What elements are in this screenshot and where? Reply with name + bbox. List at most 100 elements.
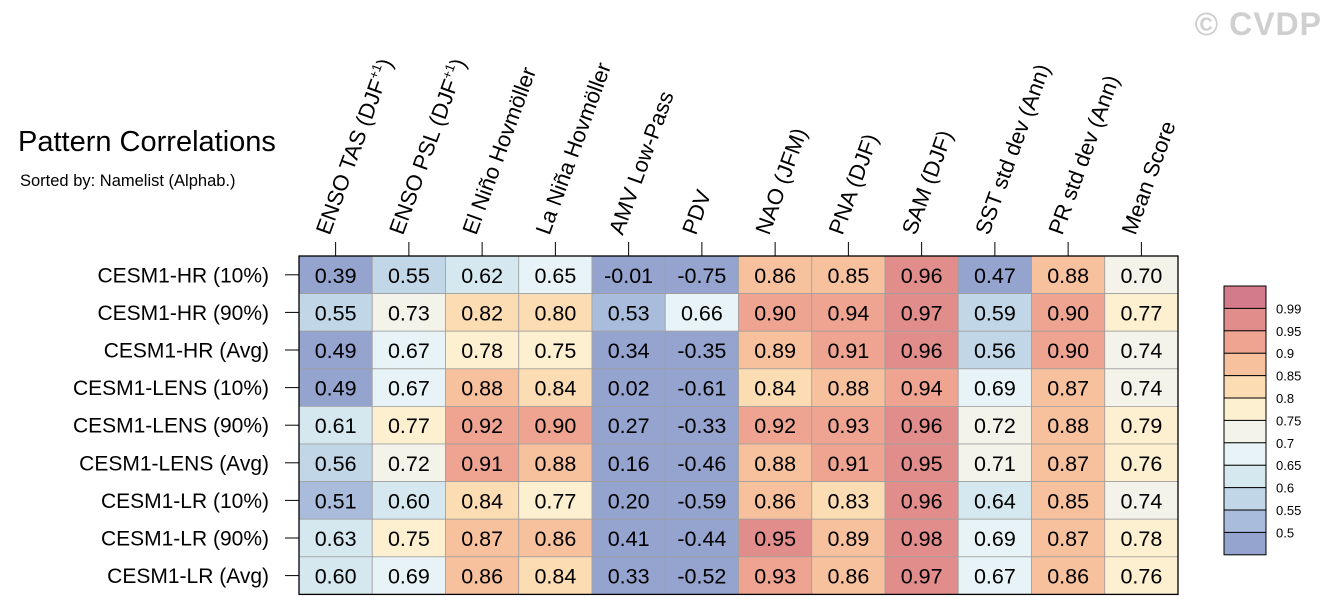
heatmap-cell xyxy=(1104,481,1179,520)
cell-value-label: 0.93 xyxy=(827,414,869,438)
colorbar-swatch xyxy=(1223,487,1267,511)
row-label: CESM1-HR (Avg) xyxy=(104,340,269,363)
cell-value-label: 0.75 xyxy=(388,527,430,551)
cell-value-label: 0.77 xyxy=(1120,301,1162,325)
colorbar-label: 0.9 xyxy=(1276,346,1294,361)
colorbar-label: 0.65 xyxy=(1276,458,1301,473)
heatmap-cell xyxy=(811,556,886,595)
cell-value-label: 0.86 xyxy=(754,489,796,513)
colorbar-label: 0.7 xyxy=(1276,436,1294,451)
cell-value-label: 0.89 xyxy=(827,527,869,551)
cell-value-label: 0.91 xyxy=(827,339,869,363)
colorbar-label: 0.55 xyxy=(1276,503,1301,518)
cell-value-label: 0.86 xyxy=(534,527,576,551)
cell-value-label: 0.75 xyxy=(534,339,576,363)
heatmap-cell xyxy=(445,368,520,407)
cell-value-label: 0.60 xyxy=(315,565,357,589)
cell-value-label: -0.52 xyxy=(677,565,726,589)
chart-subtitle: Sorted by: Namelist (Alphab.) xyxy=(20,172,236,190)
heatmap-cell xyxy=(884,518,959,558)
cell-value-label: 0.65 xyxy=(534,264,576,288)
heatmap-cell xyxy=(957,368,1032,407)
cell-value-label: -0.61 xyxy=(677,377,726,401)
heatmap-cell xyxy=(298,330,373,370)
cvdp-watermark: © CVDP xyxy=(1194,6,1322,42)
heatmap-cell xyxy=(1031,556,1106,595)
colorbar-swatch xyxy=(1223,442,1267,466)
cell-value-label: 0.73 xyxy=(388,301,430,325)
column-label: AMV Low-Pass xyxy=(604,88,679,238)
cell-value-label: 0.72 xyxy=(974,414,1016,438)
colorbar-label: 0.6 xyxy=(1276,481,1294,496)
row-label: CESM1-LR (Avg) xyxy=(107,565,269,588)
cell-value-label: 0.96 xyxy=(901,489,943,513)
cell-value-label: 0.61 xyxy=(315,414,357,438)
cell-value-label: 0.89 xyxy=(754,339,796,363)
cell-value-label: 0.96 xyxy=(901,264,943,288)
heatmap-cell xyxy=(811,518,886,558)
cell-value-label: 0.77 xyxy=(388,414,430,438)
heatmap-cell xyxy=(664,481,739,520)
cell-value-label: 0.49 xyxy=(315,339,357,363)
heatmap-cell xyxy=(1031,293,1106,332)
colorbar-label: 0.75 xyxy=(1276,413,1301,428)
colorbar-label: 0.5 xyxy=(1276,525,1294,540)
heatmap-cell xyxy=(518,518,593,558)
cell-value-label: -0.01 xyxy=(604,264,653,288)
cell-value-label: 0.64 xyxy=(974,489,1016,513)
cell-value-label: 0.86 xyxy=(827,565,869,589)
cell-value-label: 0.88 xyxy=(1047,414,1089,438)
heatmap-cell xyxy=(884,443,959,482)
row-label: CESM1-LENS (90%) xyxy=(73,415,269,438)
cell-value-label: 0.86 xyxy=(461,565,503,589)
cell-value-label: 0.20 xyxy=(608,489,650,513)
cell-value-label: 0.91 xyxy=(461,452,503,476)
cell-value-label: 0.79 xyxy=(1120,414,1162,438)
heatmap-cell xyxy=(371,481,446,520)
cell-value-label: 0.88 xyxy=(1047,264,1089,288)
colorbar-swatch xyxy=(1223,509,1267,533)
heatmap-cell xyxy=(664,443,739,482)
cell-value-label: 0.55 xyxy=(315,301,357,325)
cell-value-label: 0.27 xyxy=(608,414,650,438)
cell-value-label: 0.93 xyxy=(754,565,796,589)
cell-value-label: 0.90 xyxy=(1047,301,1089,325)
heatmap-cell xyxy=(811,405,886,445)
colorbar-swatch xyxy=(1223,375,1267,399)
cell-value-label: 0.98 xyxy=(901,527,943,551)
cell-value-label: -0.75 xyxy=(677,264,726,288)
column-label: PDV xyxy=(677,186,716,237)
cell-value-label: 0.77 xyxy=(534,489,576,513)
heatmap-cell xyxy=(1104,330,1179,370)
heatmap-cell xyxy=(884,481,959,520)
row-label: CESM1-LR (10%) xyxy=(101,490,269,513)
cell-value-label: 0.59 xyxy=(974,301,1016,325)
heatmap-cell xyxy=(298,443,373,482)
column-label: PNA (DJF) xyxy=(824,130,883,237)
cell-value-label: 0.39 xyxy=(315,264,357,288)
cell-value-label: 0.47 xyxy=(974,264,1016,288)
row-label: CESM1-LENS (10%) xyxy=(73,377,269,400)
cell-value-label: 0.97 xyxy=(901,301,943,325)
heatmap-cell xyxy=(298,293,373,332)
cell-value-label: 0.74 xyxy=(1120,489,1162,513)
cell-value-label: 0.86 xyxy=(1047,565,1089,589)
cell-value-label: 0.55 xyxy=(388,264,430,288)
cell-value-label: 0.91 xyxy=(827,452,869,476)
cell-value-label: 0.90 xyxy=(754,301,796,325)
heatmap-cell xyxy=(1031,368,1106,407)
cell-value-label: 0.94 xyxy=(827,301,869,325)
cell-value-label: 0.82 xyxy=(461,301,503,325)
cell-value-label: 0.67 xyxy=(388,339,430,363)
heatmap-cell xyxy=(1031,443,1106,482)
cell-value-label: 0.69 xyxy=(388,565,430,589)
heatmap-cell xyxy=(591,405,666,445)
colorbar-label: 0.95 xyxy=(1276,324,1301,339)
heatmap-cell xyxy=(738,293,813,332)
cell-value-label: 0.85 xyxy=(1047,489,1089,513)
heatmap-cell xyxy=(591,481,666,520)
heatmap-cell xyxy=(811,443,886,482)
cell-value-label: 0.96 xyxy=(901,414,943,438)
cell-value-label: 0.60 xyxy=(388,489,430,513)
